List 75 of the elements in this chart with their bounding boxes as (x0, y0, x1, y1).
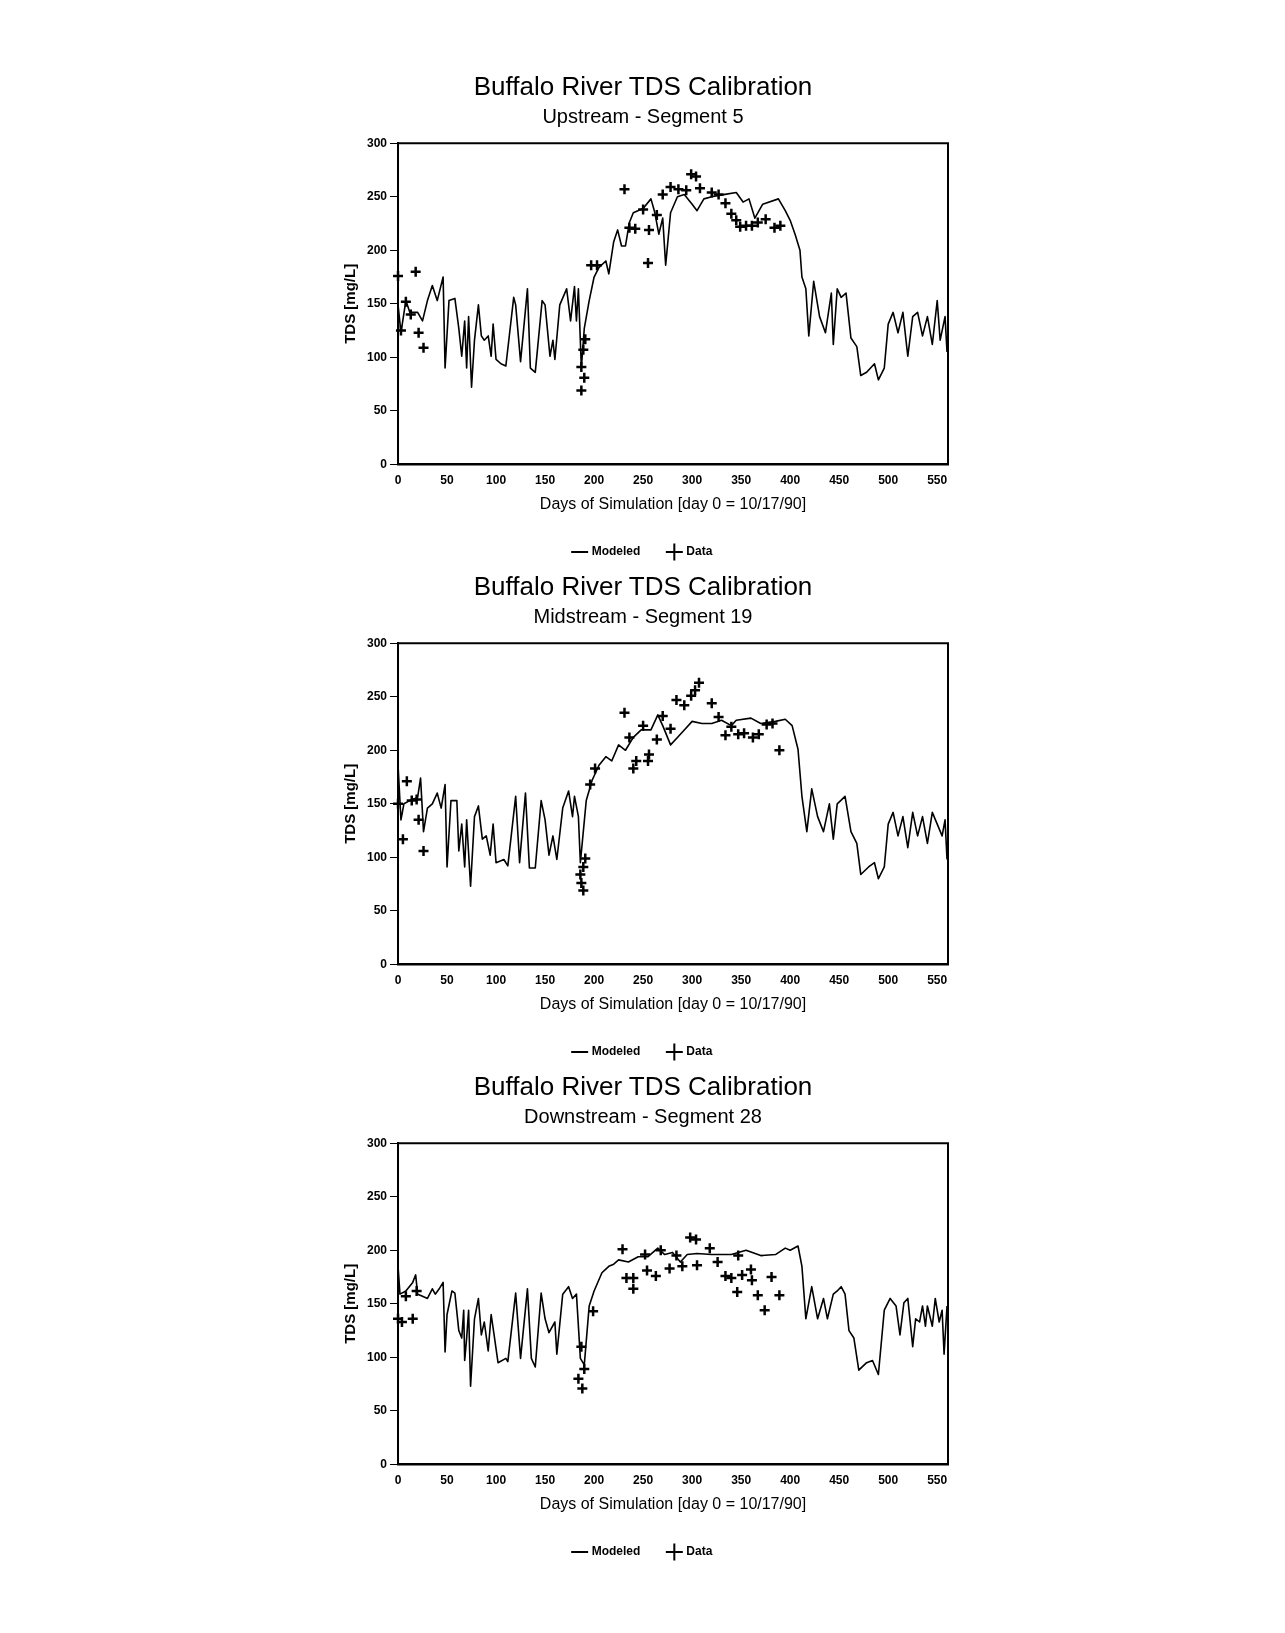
x-tick-label: 250 (633, 972, 654, 987)
x-tick-label: 250 (633, 472, 654, 487)
x-tick-label: 50 (440, 472, 455, 487)
y-tick-label: 200 (366, 742, 388, 757)
x-axis-title: Days of Simulation [day 0 = 10/17/90] (539, 1494, 807, 1512)
y-tick-label: 0 (380, 1456, 388, 1471)
legend-label: Modeled (591, 1544, 641, 1559)
chart-title: Buffalo River TDS Calibration (473, 570, 813, 601)
x-tick-label: 250 (633, 1472, 654, 1487)
x-tick-label: 550 (927, 472, 948, 487)
x-tick-label: 500 (878, 472, 899, 487)
x-tick-label: 200 (584, 1472, 605, 1487)
x-tick-label: 100 (486, 472, 507, 487)
x-tick-label: 350 (731, 1472, 752, 1487)
legend-label: Modeled (591, 544, 641, 559)
x-tick-label: 550 (927, 1472, 948, 1487)
legend-label: Data (686, 1544, 713, 1559)
x-tick-label: 150 (535, 1472, 556, 1487)
x-tick-label: 400 (780, 1472, 801, 1487)
x-tick-label: 100 (486, 1472, 507, 1487)
legend-label: Data (686, 1044, 713, 1059)
x-tick-label: 350 (731, 472, 752, 487)
x-tick-label: 350 (731, 972, 752, 987)
x-tick-label: 550 (927, 972, 948, 987)
chart-subtitle: Upstream - Segment 5 (542, 104, 744, 127)
chart-subtitle: Downstream - Segment 28 (524, 1104, 762, 1127)
x-tick-label: 0 (394, 1472, 402, 1487)
x-tick-label: 150 (535, 972, 556, 987)
y-tick-label: 50 (373, 1403, 388, 1418)
legend-label: Modeled (591, 1044, 641, 1059)
x-tick-label: 150 (535, 472, 556, 487)
x-tick-label: 450 (829, 1472, 850, 1487)
x-axis-title: Days of Simulation [day 0 = 10/17/90] (539, 494, 807, 512)
chart-title: Buffalo River TDS Calibration (473, 70, 813, 101)
x-tick-label: 50 (440, 972, 455, 987)
y-tick-label: 250 (366, 689, 388, 704)
x-tick-label: 450 (829, 972, 850, 987)
x-tick-label: 200 (584, 472, 605, 487)
x-tick-label: 0 (394, 972, 402, 987)
chart-subtitle: Midstream - Segment 19 (533, 604, 753, 627)
x-axis-title: Days of Simulation [day 0 = 10/17/90] (539, 994, 807, 1012)
x-tick-label: 500 (878, 972, 899, 987)
y-tick-label: 100 (366, 1349, 388, 1364)
y-tick-label: 0 (380, 956, 388, 971)
x-tick-label: 400 (780, 972, 801, 987)
x-tick-label: 100 (486, 972, 507, 987)
x-tick-label: 200 (584, 972, 605, 987)
legend-label: Data (686, 544, 713, 559)
y-tick-label: 250 (366, 189, 388, 204)
y-axis-title: TDS [mg/L] (341, 763, 359, 844)
y-tick-label: 300 (366, 1135, 388, 1150)
y-tick-label: 300 (366, 135, 388, 150)
y-tick-label: 100 (366, 349, 388, 364)
y-tick-label: 150 (366, 1296, 388, 1311)
y-tick-label: 250 (366, 1189, 388, 1204)
chart-title: Buffalo River TDS Calibration (473, 1070, 813, 1101)
y-tick-label: 150 (366, 296, 388, 311)
y-tick-label: 50 (373, 403, 388, 418)
x-tick-label: 450 (829, 472, 850, 487)
x-tick-label: 500 (878, 1472, 899, 1487)
y-axis-title: TDS [mg/L] (341, 263, 359, 344)
y-tick-label: 300 (366, 635, 388, 650)
x-tick-label: 300 (682, 472, 703, 487)
x-tick-label: 50 (440, 1472, 455, 1487)
y-tick-label: 150 (366, 796, 388, 811)
x-tick-label: 0 (394, 472, 402, 487)
y-tick-label: 50 (373, 903, 388, 918)
y-tick-label: 200 (366, 242, 388, 257)
y-tick-label: 100 (366, 849, 388, 864)
y-axis-title: TDS [mg/L] (341, 1263, 359, 1344)
x-tick-label: 300 (682, 972, 703, 987)
x-tick-label: 300 (682, 1472, 703, 1487)
y-tick-label: 0 (380, 456, 388, 471)
x-tick-label: 400 (780, 472, 801, 487)
y-tick-label: 200 (366, 1242, 388, 1257)
